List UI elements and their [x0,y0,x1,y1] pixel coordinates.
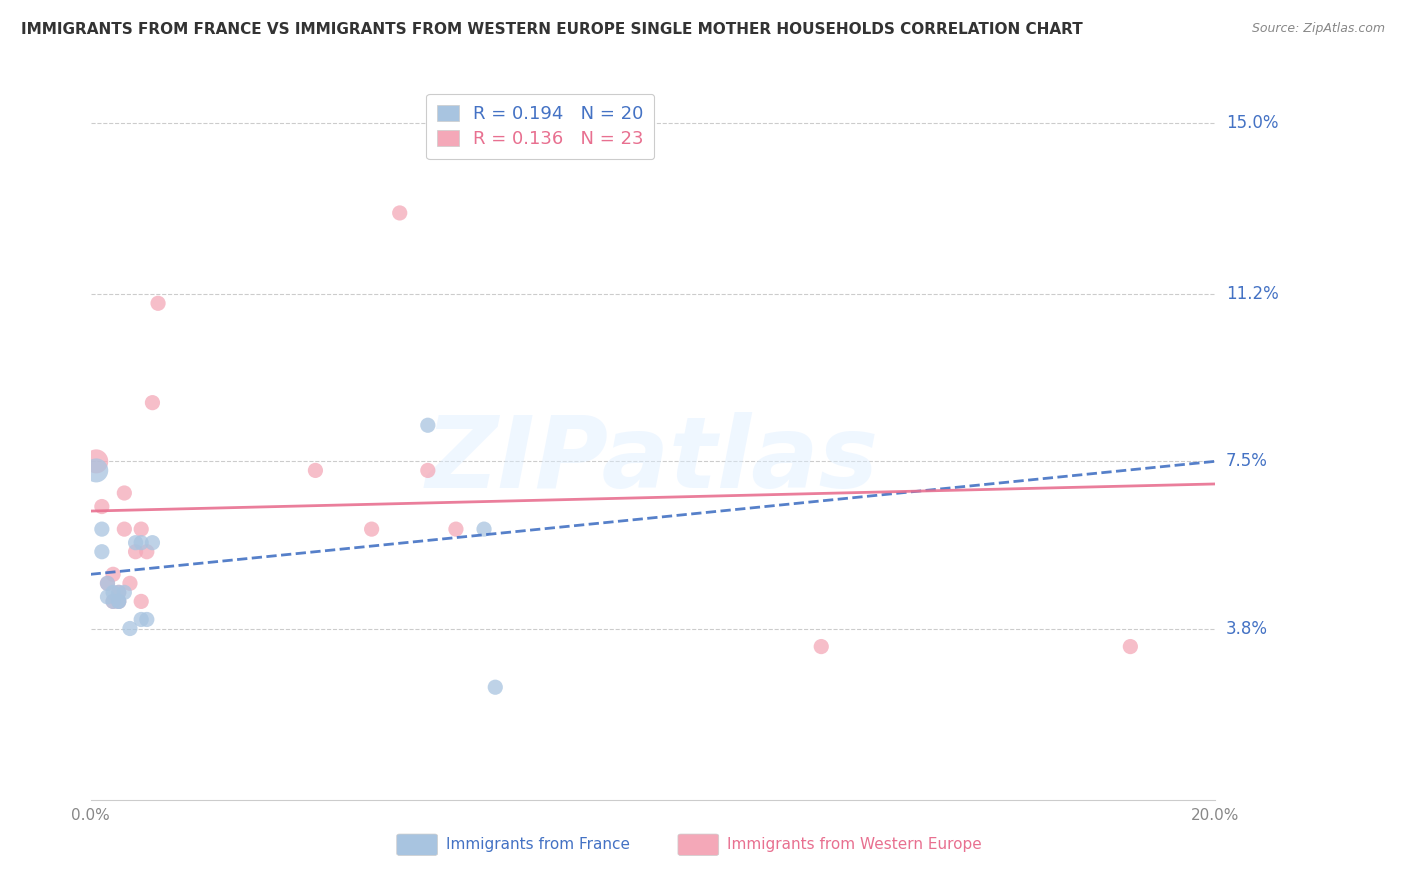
Point [146,296,169,310]
Point [810,640,832,654]
Point [124,535,146,549]
Point [101,567,124,582]
Point [101,585,124,599]
Text: ZIPatlas: ZIPatlas [426,412,879,509]
Point [416,463,439,477]
Point [124,545,146,559]
Point [129,522,152,536]
Point [96,590,118,604]
Point [1119,640,1142,654]
Point [101,594,124,608]
Text: 7.5%: 7.5% [1226,452,1268,470]
Point [129,535,152,549]
Point [90,545,112,559]
Point [84,454,107,468]
Point [472,522,495,536]
Point [107,594,129,608]
Point [141,535,163,549]
Point [112,585,135,599]
Point [96,576,118,591]
Point [444,522,467,536]
Point [112,522,135,536]
Point [90,522,112,536]
Point [101,594,124,608]
Text: 3.8%: 3.8% [1226,620,1268,638]
Point [84,463,107,477]
Point [129,612,152,626]
Point [135,545,157,559]
Text: 11.2%: 11.2% [1226,285,1278,303]
Point [360,522,382,536]
Point [112,486,135,500]
Point [141,395,163,409]
Point [107,585,129,599]
Point [135,612,157,626]
Point [304,463,326,477]
Point [107,585,129,599]
Legend: R = 0.194   N = 20, R = 0.136   N = 23: R = 0.194 N = 20, R = 0.136 N = 23 [426,94,654,159]
Point [107,594,129,608]
Point [90,500,112,514]
Point [118,576,141,591]
Point [129,594,152,608]
Point [416,418,439,433]
Point [388,206,411,220]
Point [107,594,129,608]
Text: Immigrants from France: Immigrants from France [446,838,630,852]
Point [118,622,141,636]
Text: Immigrants from Western Europe: Immigrants from Western Europe [727,838,981,852]
Point [484,680,506,694]
Text: Source: ZipAtlas.com: Source: ZipAtlas.com [1251,22,1385,36]
Text: IMMIGRANTS FROM FRANCE VS IMMIGRANTS FROM WESTERN EUROPE SINGLE MOTHER HOUSEHOLD: IMMIGRANTS FROM FRANCE VS IMMIGRANTS FRO… [21,22,1083,37]
Point [96,576,118,591]
Text: 15.0%: 15.0% [1226,113,1278,132]
